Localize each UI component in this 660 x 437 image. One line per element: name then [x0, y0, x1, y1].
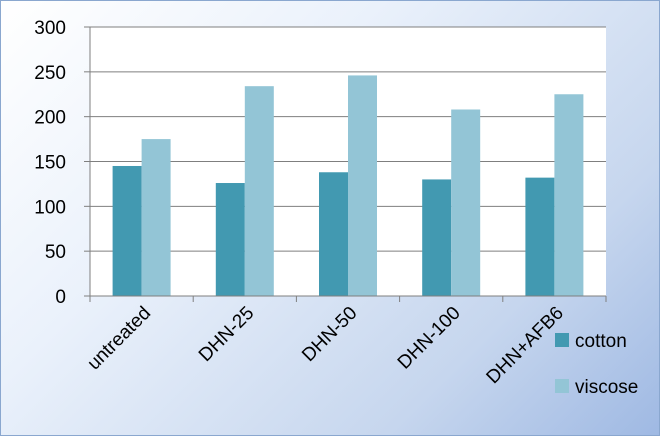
legend-label-viscose: viscose — [575, 377, 638, 398]
y-tick-label: 100 — [34, 197, 66, 218]
bar-cotton — [215, 183, 245, 296]
x-tick-label: untreated — [84, 303, 156, 375]
y-tick-label: 0 — [55, 287, 66, 308]
legend: cotton viscose — [555, 331, 638, 398]
legend-label-cotton: cotton — [575, 331, 627, 352]
bar-viscose — [244, 86, 274, 297]
y-tick-label: 150 — [34, 153, 66, 174]
bar-viscose — [554, 94, 584, 296]
y-tick-label: 300 — [34, 18, 66, 39]
bar-viscose — [451, 109, 481, 296]
legend-swatch-viscose — [555, 379, 569, 393]
bars — [112, 75, 584, 297]
x-tick-label: DHN-50 — [298, 303, 361, 366]
bar-cotton — [112, 165, 142, 296]
bar-viscose — [348, 75, 377, 296]
y-tick-labels: 0 50 100 150 200 250 300 — [34, 18, 66, 308]
bar-viscose — [141, 139, 171, 296]
x-tick-labels: untreated DHN-25 DHN-50 DHN-100 DHN+AFB6 — [84, 303, 568, 388]
bar-cotton — [319, 172, 348, 296]
x-tick-label: DHN-100 — [394, 303, 465, 374]
bar-cotton — [422, 179, 452, 296]
y-tick-label: 200 — [34, 108, 66, 129]
legend-swatch-cotton — [555, 333, 569, 347]
x-tick-label: DHN-25 — [195, 303, 258, 366]
y-tick-label: 50 — [45, 242, 66, 263]
bar-cotton — [525, 177, 555, 296]
y-tick-label: 250 — [34, 63, 66, 84]
axes — [84, 26, 607, 302]
